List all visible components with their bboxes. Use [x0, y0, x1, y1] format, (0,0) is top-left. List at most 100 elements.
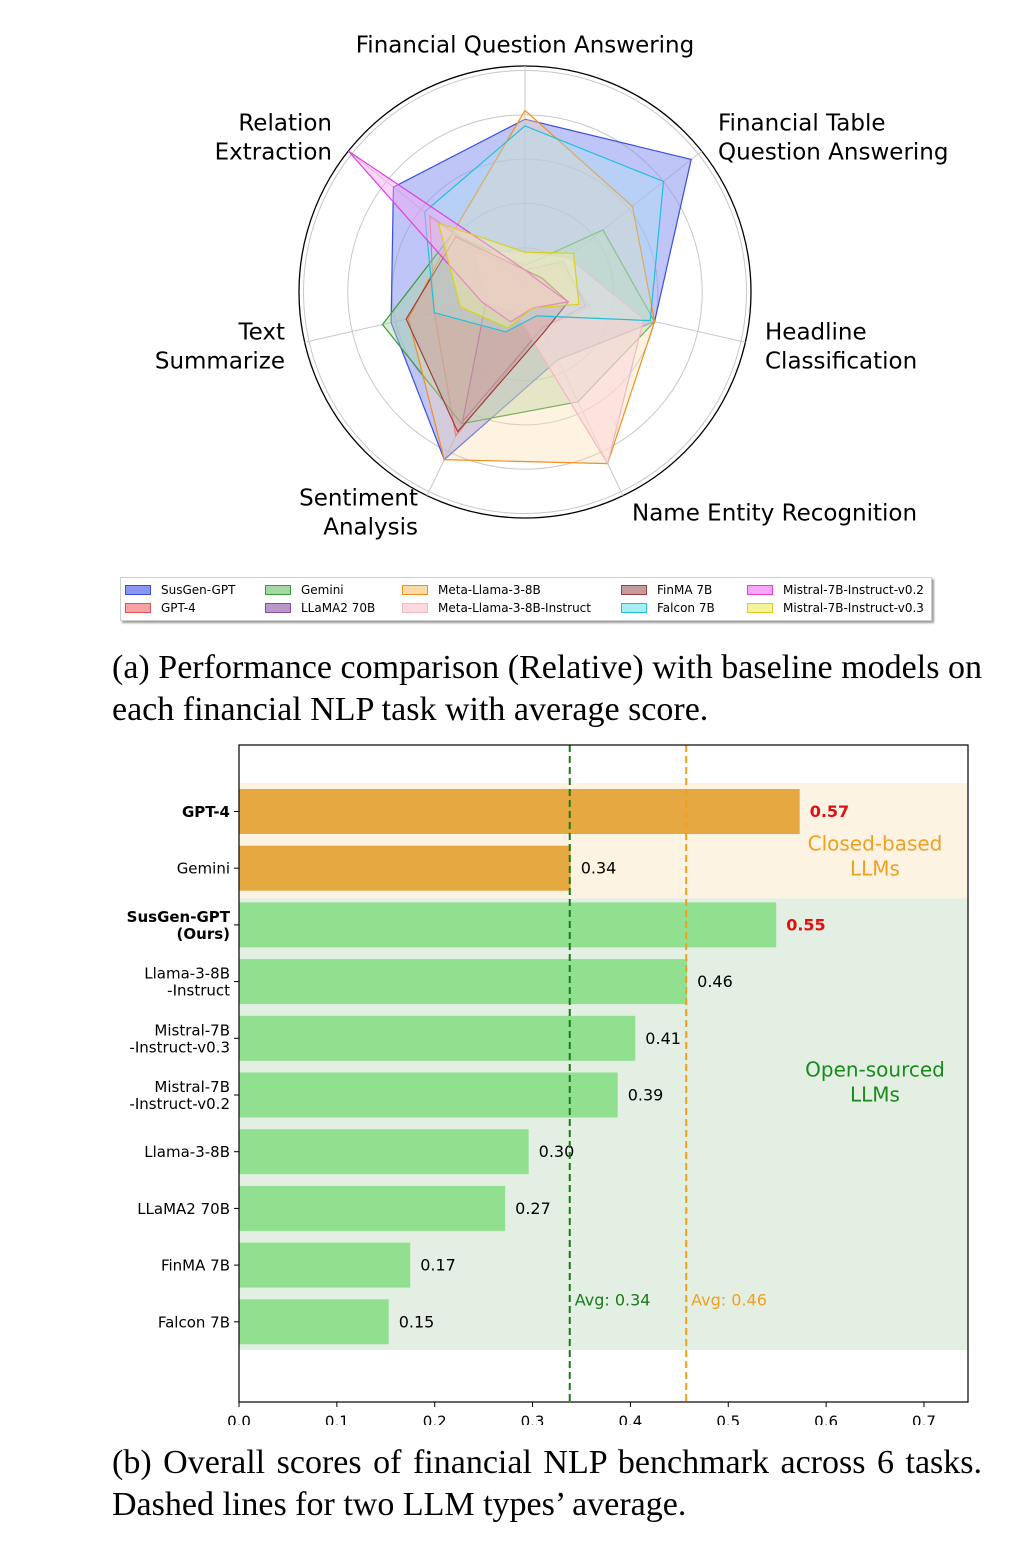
legend-label: Mistral-7B-Instruct-v0.2 [783, 582, 924, 597]
radar-axis-label: Analysis [323, 515, 418, 541]
radar-series-9 [437, 222, 580, 329]
legend-swatch [621, 584, 647, 595]
open-region-label: LLMs [850, 1083, 900, 1107]
radar-axis-label: Headline [765, 320, 867, 346]
radar-axis-label: Question Answering [718, 140, 948, 166]
radar-axis-label: Classification [765, 349, 917, 375]
radar-axis-label: Summarize [155, 349, 285, 375]
radar-series-7 [423, 125, 665, 333]
category-label: SusGen-GPT [127, 908, 231, 926]
legend-swatch [402, 602, 428, 613]
legend-swatch [402, 584, 428, 595]
x-tick-label: 0.3 [521, 1413, 545, 1426]
category-label: Llama-3-8B [144, 965, 230, 983]
bar [239, 1129, 529, 1175]
bar [239, 1015, 636, 1061]
legend-swatch [265, 584, 291, 595]
average-label: Avg: 0.34 [575, 1291, 651, 1310]
caption-a: (a) Performance comparison (Relative) wi… [112, 649, 982, 728]
legend-swatch [125, 602, 151, 613]
legend-swatch [747, 584, 773, 595]
category-label: Falcon 7B [158, 1313, 230, 1331]
legend-swatch [125, 584, 151, 595]
radar-axis-label: Name Entity Recognition [632, 501, 917, 527]
plot-frame [238, 744, 969, 1403]
legend-label: Meta-Llama-3-8B-Instruct [438, 600, 591, 615]
average-label: Avg: 0.46 [691, 1291, 767, 1310]
radar-axis-label: Financial Table [718, 111, 886, 137]
bar-chart: 0.57 GPT-4 0.34 Gemini 0.55 SusGen-GPT(Ours) 0… [127, 744, 969, 1426]
bar-value-label: 0.55 [786, 915, 825, 934]
legend-item: Mistral-7B-Instruct-v0.3 [747, 599, 935, 616]
bar-value-label: 0.34 [581, 859, 617, 878]
bar-value-label: 0.27 [515, 1199, 551, 1218]
radar-series-6 [405, 236, 570, 433]
category-label: -Instruct-v0.3 [129, 1038, 230, 1056]
open-region-label: Open-sourced [805, 1058, 945, 1082]
legend-label: FinMA 7B [657, 582, 713, 597]
legend-label: Meta-Llama-3-8B [438, 582, 541, 597]
legend-label: Gemini [301, 582, 344, 597]
legend-item: Mistral-7B-Instruct-v0.2 [747, 581, 935, 598]
bar-value-label: 0.30 [539, 1142, 575, 1161]
category-label: -Instruct [167, 982, 230, 1000]
legend-item: GPT-4 [125, 599, 265, 616]
category-label: FinMA 7B [161, 1257, 230, 1275]
radar-legend: SusGen-GPT GPT-4 Gemini LLaMA2 70B Meta-Llam… [120, 577, 932, 621]
radar-series-5 [472, 249, 645, 466]
radar-axis-label: Extraction [215, 140, 332, 166]
radar-series-8 [347, 150, 570, 323]
category-label: GPT-4 [182, 803, 230, 821]
legend-item: Gemini [265, 581, 402, 598]
legend-item: Meta-Llama-3-8B-Instruct [402, 599, 621, 616]
x-tick-label: 0.7 [912, 1413, 936, 1426]
x-tick-label: 0.6 [814, 1413, 838, 1426]
category-label: Mistral-7B [154, 1021, 230, 1039]
legend-item: Meta-Llama-3-8B [402, 581, 621, 598]
radar-axis-label: Sentiment [299, 486, 418, 512]
x-tick-label: 0.2 [423, 1413, 447, 1426]
bar-value-label: 0.41 [645, 1029, 681, 1048]
category-label: Llama-3-8B [144, 1143, 230, 1161]
bar [239, 1299, 389, 1345]
radar-chart: Financial Question Answering Financial Ta… [155, 33, 949, 541]
legend-item: SusGen-GPT [125, 581, 265, 598]
radar-axis-label: Relation [238, 111, 332, 137]
x-tick-label: 0.0 [227, 1413, 251, 1426]
bar [239, 845, 571, 891]
legend-label: Mistral-7B-Instruct-v0.3 [783, 600, 924, 615]
bar [239, 959, 688, 1005]
category-label: LLaMA2 70B [137, 1200, 230, 1218]
bar-value-label: 0.15 [399, 1312, 435, 1331]
legend-swatch [747, 602, 773, 613]
closed-region-label: LLMs [850, 857, 900, 881]
legend-swatch [265, 602, 291, 613]
category-label: Mistral-7B [154, 1078, 230, 1096]
closed-region-label: Closed-based [808, 832, 943, 856]
bar-value-label: 0.39 [628, 1086, 664, 1105]
category-label: Gemini [177, 860, 230, 878]
legend-label: Falcon 7B [657, 600, 715, 615]
category-label: -Instruct-v0.2 [129, 1095, 230, 1113]
bar-value-label: 0.46 [697, 972, 733, 991]
bar-value-label: 0.17 [420, 1256, 456, 1275]
legend-item: Falcon 7B [621, 599, 747, 616]
x-tick-label: 0.1 [325, 1413, 349, 1426]
bar [239, 789, 800, 834]
bar [239, 902, 777, 948]
x-tick-label: 0.4 [618, 1413, 642, 1426]
bar-value-label: 0.57 [810, 802, 849, 821]
category-label: (Ours) [177, 925, 230, 943]
x-tick-label: 0.5 [716, 1413, 740, 1426]
radar-axis-label: Text [237, 320, 285, 346]
legend-label: LLaMA2 70B [301, 600, 376, 615]
bar [239, 1185, 506, 1231]
caption-b: (b) Overall scores of financial NLP benc… [112, 1444, 982, 1523]
legend-label: SusGen-GPT [161, 582, 236, 597]
legend-item: LLaMA2 70B [265, 599, 402, 616]
legend-label: GPT-4 [161, 600, 196, 615]
legend-item: FinMA 7B [621, 581, 747, 598]
bar [239, 1242, 411, 1288]
radar-axis-label: Financial Question Answering [356, 33, 695, 59]
legend-swatch [621, 602, 647, 613]
